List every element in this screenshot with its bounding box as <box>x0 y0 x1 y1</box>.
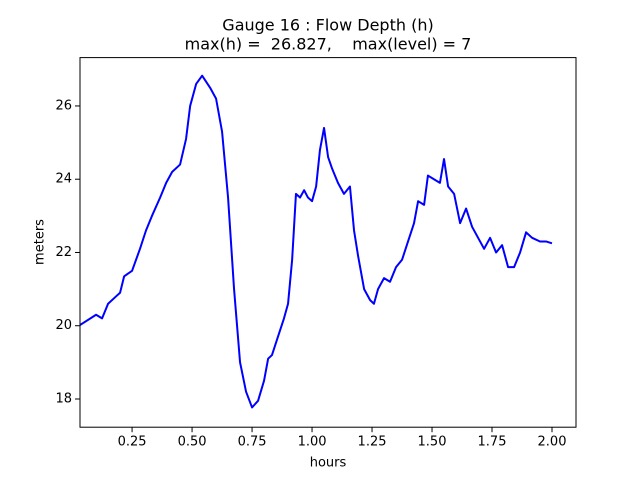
x-tick-label: 0.75 <box>238 435 267 450</box>
y-axis-label: meters <box>33 219 48 265</box>
x-tick-label: 0.50 <box>178 435 207 450</box>
chart-title: Gauge 16 : Flow Depth (h) <box>222 16 433 35</box>
y-tick-label: 20 <box>55 318 72 333</box>
x-axis-label: hours <box>310 456 347 471</box>
x-tick-label: 1.50 <box>418 435 447 450</box>
plot-frame <box>79 57 577 428</box>
x-tick-label: 0.25 <box>118 435 147 450</box>
y-tick-label: 22 <box>55 245 72 260</box>
x-tick-label: 2.00 <box>538 435 567 450</box>
y-tick-label: 18 <box>55 391 72 406</box>
x-tick-label: 1.25 <box>358 435 387 450</box>
y-tick-label: 26 <box>55 98 72 113</box>
y-tick-label: 24 <box>55 172 72 187</box>
x-tick-label: 1.00 <box>298 435 327 450</box>
chart-subtitle: max(h) = 26.827, max(level) = 7 <box>185 35 472 54</box>
line-series <box>80 74 553 409</box>
x-tick-label: 1.75 <box>478 435 507 450</box>
